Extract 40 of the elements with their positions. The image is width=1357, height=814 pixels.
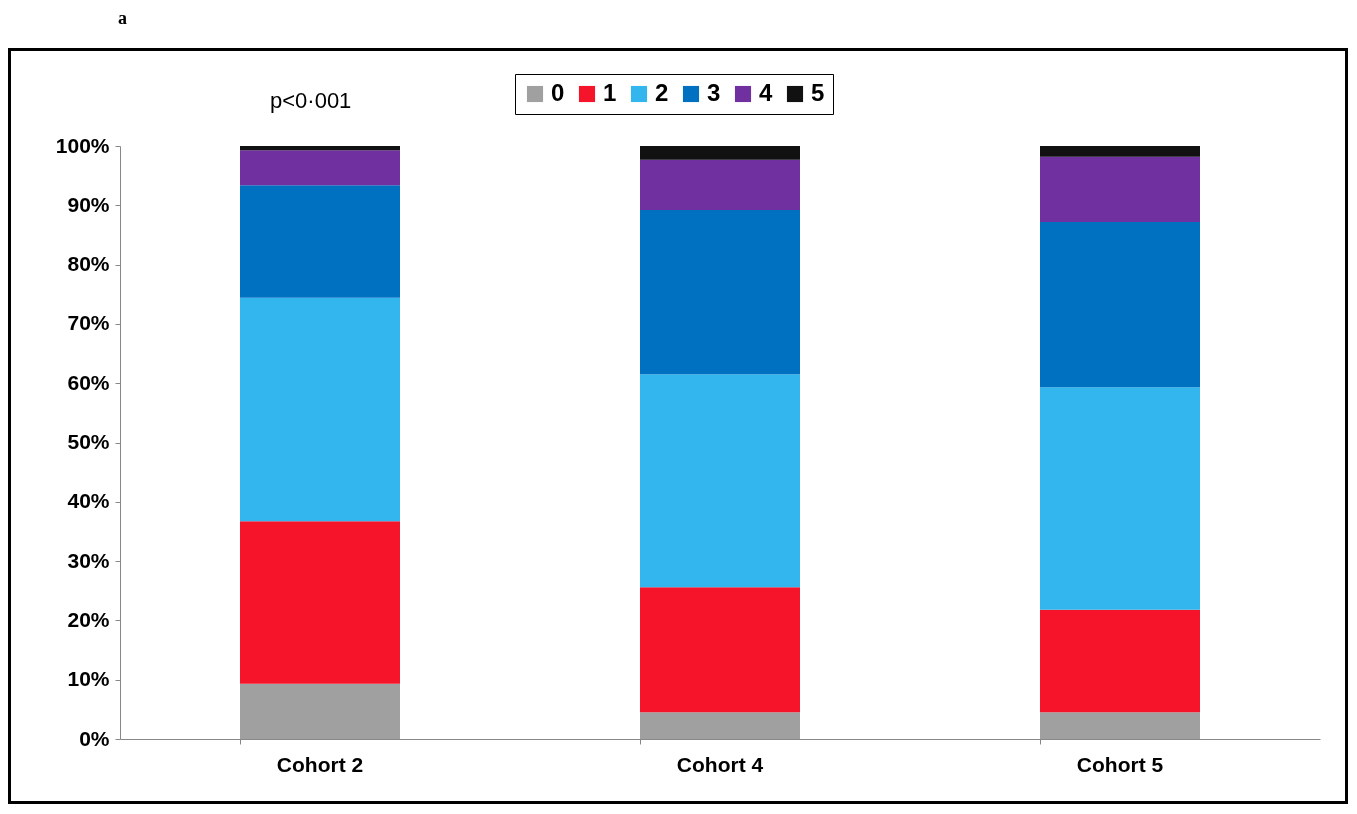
y-tick-label: 90% [67,192,110,216]
y-tick-label: 20% [67,607,110,631]
bar [1040,712,1200,739]
legend-label: 4 [759,79,773,106]
bar [240,146,400,151]
bar [640,587,800,713]
bar [1040,387,1200,610]
x-tick-label: Cohort 4 [676,752,764,776]
y-tick-label: 70% [67,311,110,335]
y-tick-label: 100% [55,133,110,157]
bar [240,521,400,684]
y-tick-label: 40% [67,489,110,513]
bar [640,159,800,211]
bar [240,185,400,298]
y-tick-label: 0% [79,726,110,750]
y-tick-label: 10% [67,667,110,691]
y-tick-label: 30% [67,548,110,572]
y-tick-label: 60% [67,370,110,394]
legend-label: 1 [603,79,617,106]
legend-label: 3 [707,79,721,106]
text: p<0·001 [270,88,352,114]
bar [1040,156,1200,222]
bar [240,297,400,522]
x-tick-label: Cohort 2 [276,752,364,776]
bar [240,683,400,739]
bar [640,210,800,375]
y-tick-label: 80% [67,252,110,276]
x-tick-label: Cohort 5 [1076,752,1164,776]
bar [1040,609,1200,713]
bar [1040,221,1200,388]
legend-label: 2 [655,79,669,106]
bar [640,712,800,739]
bar [240,150,400,186]
bar [640,146,800,160]
text: a [118,8,127,29]
legend-label: 0 [551,79,565,106]
bar [640,374,800,588]
y-tick-label: 50% [67,430,110,453]
legend-label: 5 [811,79,825,106]
bar [1040,146,1200,157]
